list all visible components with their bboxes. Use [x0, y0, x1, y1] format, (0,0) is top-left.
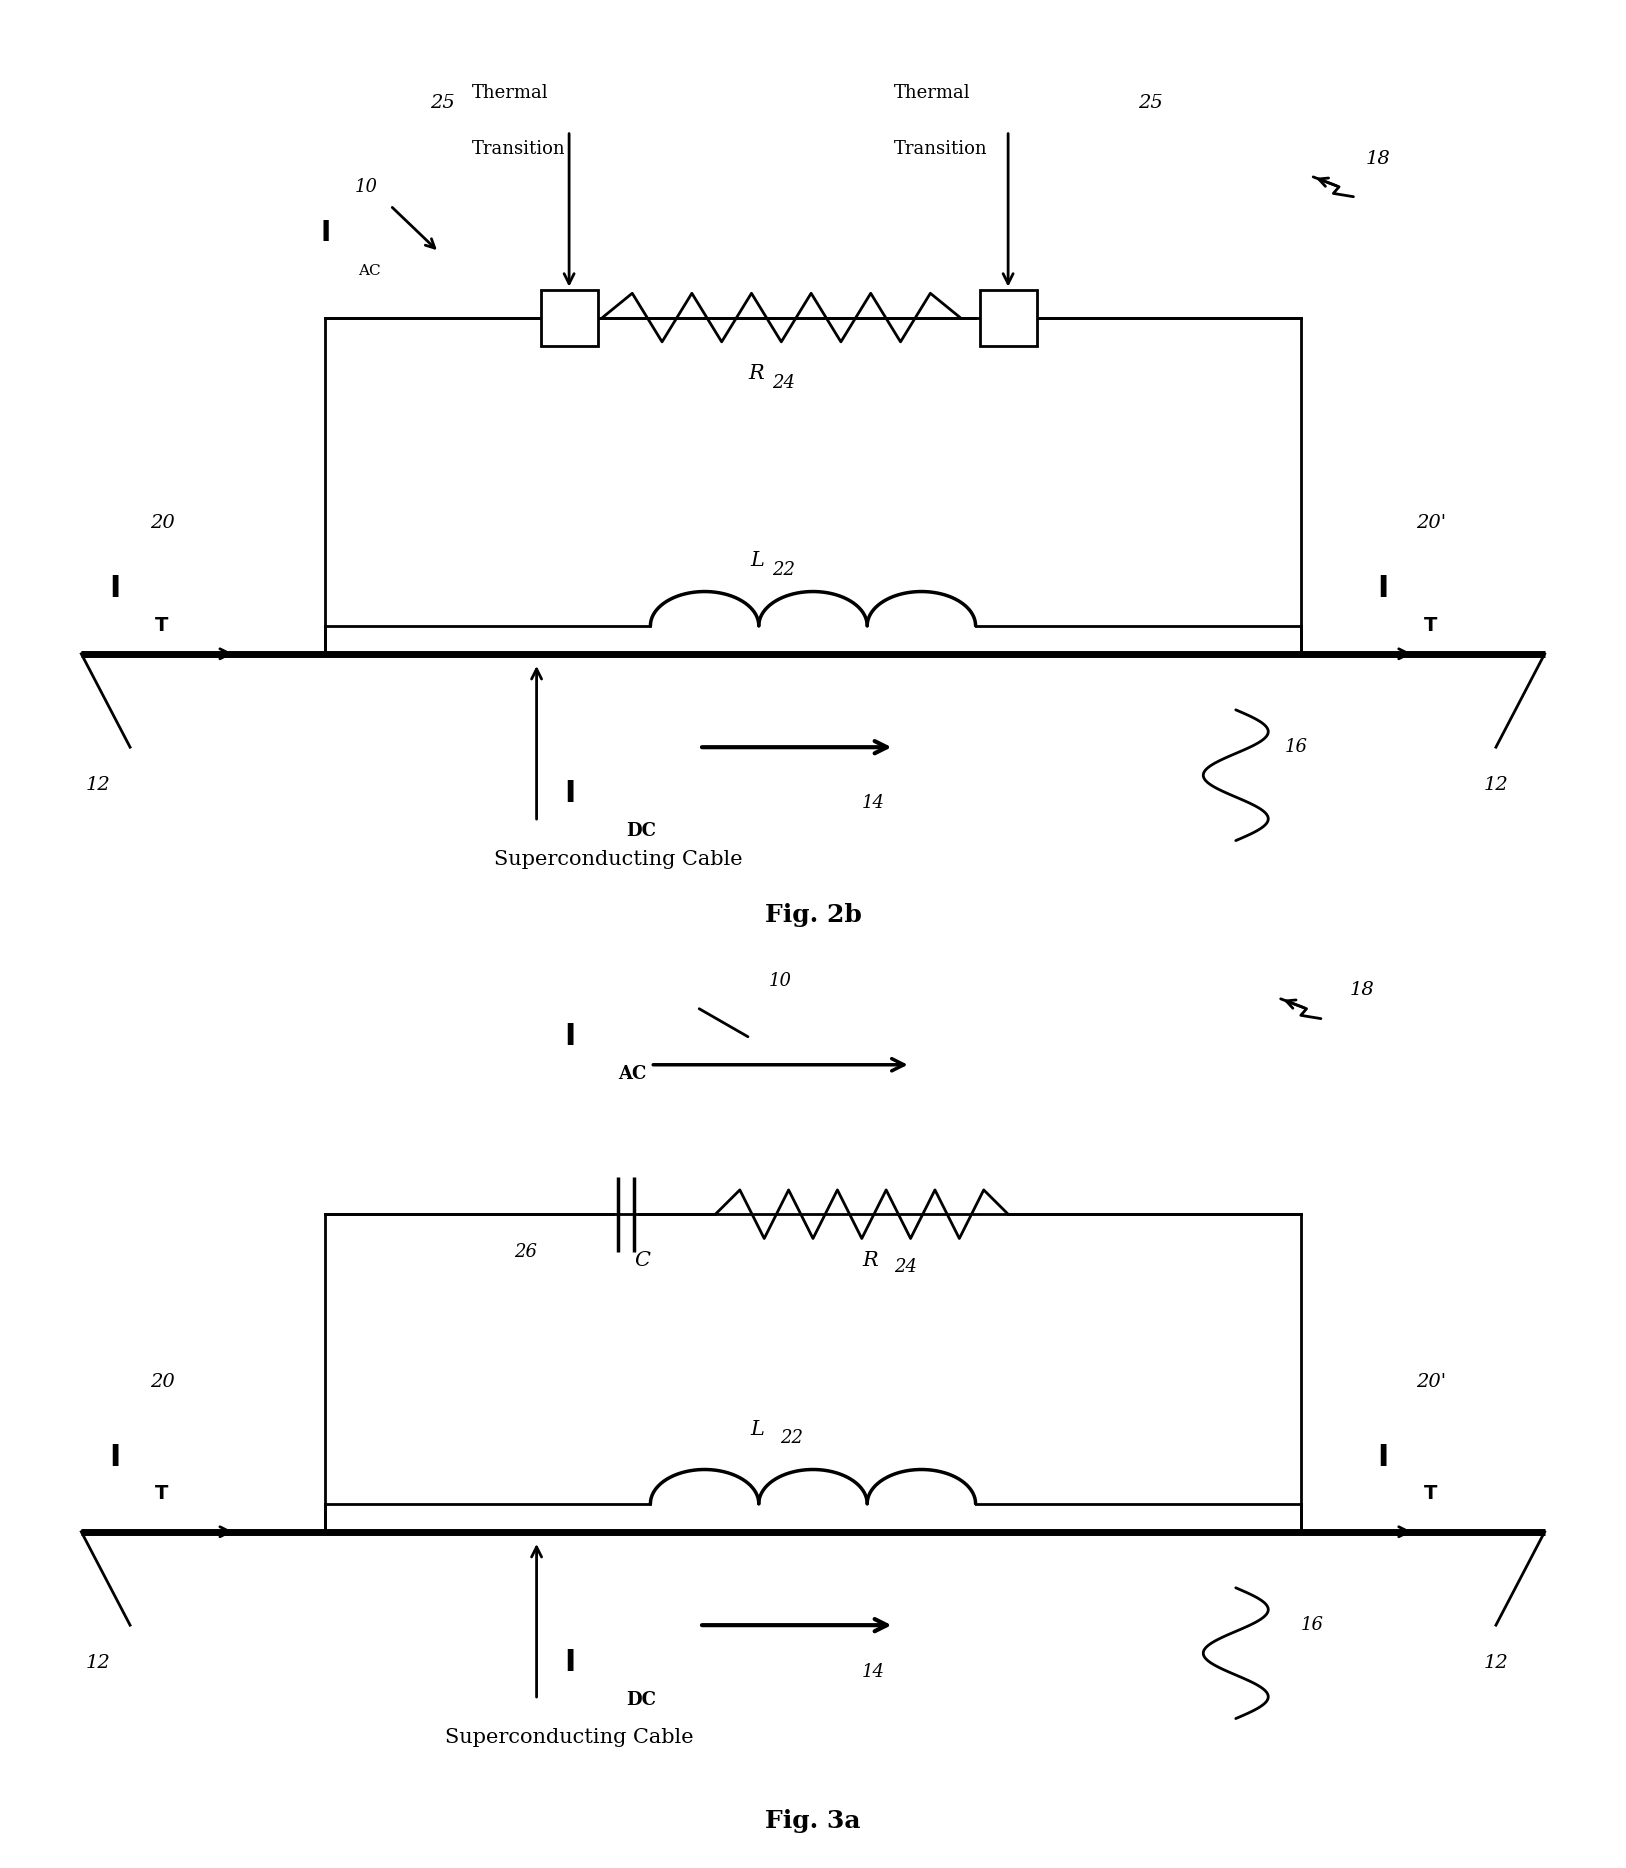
Text: DC: DC: [626, 1691, 655, 1709]
Text: 20': 20': [1416, 514, 1446, 532]
Text: 20: 20: [150, 1373, 176, 1392]
Text: 10: 10: [354, 177, 377, 196]
Text: 12: 12: [1483, 775, 1509, 794]
Text: Superconducting Cable: Superconducting Cable: [446, 1728, 693, 1747]
Text: Transition: Transition: [894, 140, 989, 159]
Text: AC: AC: [358, 263, 380, 278]
Text: $\mathbf{I}$: $\mathbf{I}$: [564, 1022, 574, 1052]
Text: L: L: [750, 551, 764, 570]
Text: R: R: [748, 364, 764, 383]
Text: 24: 24: [772, 374, 795, 392]
Text: 16: 16: [1301, 1616, 1324, 1634]
Text: 24: 24: [894, 1257, 917, 1276]
Text: C: C: [634, 1252, 650, 1270]
Text: Fig. 3a: Fig. 3a: [766, 1810, 860, 1833]
Text: $\mathbf{I}$: $\mathbf{I}$: [109, 573, 119, 603]
Text: 14: 14: [862, 794, 885, 813]
Text: L: L: [750, 1420, 764, 1438]
Text: $\mathbf{T}$: $\mathbf{T}$: [1423, 616, 1437, 635]
Text: $\mathbf{I}$: $\mathbf{I}$: [320, 220, 330, 247]
Text: DC: DC: [626, 822, 655, 841]
Text: $\mathbf{I}$: $\mathbf{I}$: [1377, 1442, 1387, 1472]
Text: 12: 12: [1483, 1653, 1509, 1672]
Text: $\mathbf{I}$: $\mathbf{I}$: [109, 1442, 119, 1472]
Text: $\mathbf{T}$: $\mathbf{T}$: [154, 1485, 169, 1504]
Bar: [979, 290, 1037, 346]
Text: Thermal: Thermal: [894, 84, 971, 103]
Text: $\mathbf{T}$: $\mathbf{T}$: [154, 616, 169, 635]
Text: 10: 10: [769, 971, 792, 990]
Text: R: R: [862, 1252, 878, 1270]
Text: $\mathbf{I}$: $\mathbf{I}$: [1377, 573, 1387, 603]
Text: $\mathbf{I}$: $\mathbf{I}$: [564, 1648, 574, 1677]
Text: 12: 12: [85, 1653, 111, 1672]
Text: Superconducting Cable: Superconducting Cable: [494, 850, 741, 869]
Text: 22: 22: [780, 1429, 803, 1448]
Text: $\mathbf{T}$: $\mathbf{T}$: [1423, 1485, 1437, 1504]
Bar: [540, 290, 598, 346]
Text: Transition: Transition: [472, 140, 566, 159]
Text: $\mathbf{I}$: $\mathbf{I}$: [564, 779, 574, 809]
Text: 16: 16: [1285, 738, 1307, 757]
Text: 12: 12: [85, 775, 111, 794]
Text: 18: 18: [1366, 149, 1390, 168]
Text: AC: AC: [618, 1065, 646, 1083]
Text: 14: 14: [862, 1663, 885, 1681]
Text: Thermal: Thermal: [472, 84, 548, 103]
Text: 25: 25: [1138, 93, 1163, 112]
Text: 20: 20: [150, 514, 176, 532]
Text: 18: 18: [1350, 981, 1374, 999]
Text: 25: 25: [431, 93, 455, 112]
Text: Fig. 2b: Fig. 2b: [764, 904, 862, 927]
Text: 22: 22: [772, 560, 795, 579]
Text: 26: 26: [514, 1242, 537, 1261]
Text: 20': 20': [1416, 1373, 1446, 1392]
